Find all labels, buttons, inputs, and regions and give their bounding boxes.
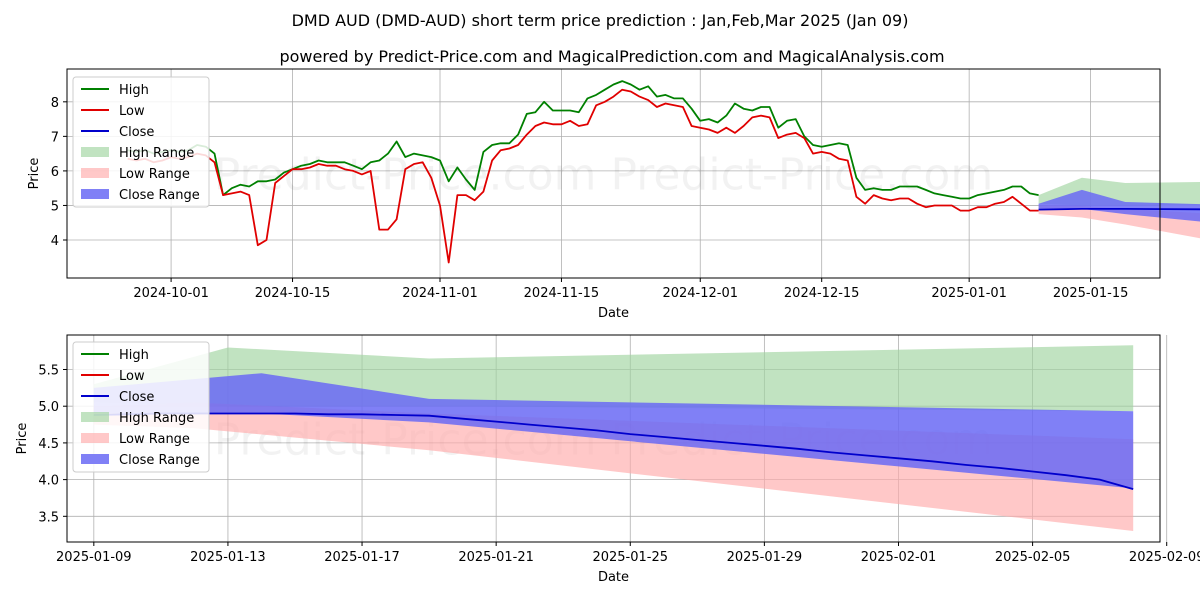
x-tick-label: 2025-01-25 [592,550,668,565]
y-tick-label: 5.5 [38,364,59,379]
legend-label: Close Range [119,188,200,203]
x-tick-label: 2024-11-01 [402,286,478,301]
top-panel: Predict-Price.com Predict-Price.com 2024-… [27,68,1200,321]
legend-label: Low Range [119,432,190,447]
bottom-panel: Predict-Price.com Predict-Price.com2025-… [15,334,1200,585]
y-tick-label: 8 [51,96,59,111]
x-tick-label: 2025-02-01 [861,550,937,565]
x-tick-label: 2025-01-17 [324,550,400,565]
legend-label: Low [119,104,145,119]
x-tick-label: 2024-11-15 [524,286,600,301]
legend-label: High Range [119,146,194,161]
legend-label: Low [119,369,145,384]
plot-frame [66,68,1161,279]
x-tick-label: 2024-12-01 [662,286,738,301]
legend-label: Close Range [119,453,200,468]
x-tick-label: 2025-01-09 [56,550,132,565]
y-tick-label: 4 [51,234,59,249]
legend-label: Low Range [119,167,190,182]
x-tick-label: 2025-01-21 [458,550,534,565]
y-axis-label: Price [15,423,30,455]
x-tick-label: 2024-10-01 [133,286,209,301]
y-tick-label: 5 [51,199,59,214]
series-high-line [127,80,1039,200]
x-tick-label: 2025-01-15 [1053,286,1129,301]
watermark: Predict-Price.com Predict-Price.com [214,150,993,201]
series-close-line [1038,207,1200,211]
legend-swatch-high-range [81,147,109,157]
y-tick-label: 6 [51,165,59,180]
legend-label: High [119,83,149,98]
x-tick-label: 2025-02-05 [995,550,1071,565]
x-tick-label: 2025-01-13 [190,550,266,565]
legend-label: High Range [119,411,194,426]
legend-swatch-close-range [81,454,109,464]
plot-frame [66,334,1161,543]
y-tick-label: 7 [51,130,59,145]
x-axis-label: Date [598,570,629,585]
legend-swatch-close-range [81,189,109,199]
legend-label: Close [119,390,154,405]
y-axis-label: Price [27,158,42,190]
chart-title: DMD AUD (DMD-AUD) short term price predi… [292,11,909,30]
series-close-line [93,412,1134,490]
legend-label: High [119,348,149,363]
y-tick-label: 3.5 [38,510,59,525]
legend-swatch-high-range [81,412,109,422]
x-axis-label: Date [598,306,629,321]
x-tick-label: 2024-12-15 [784,286,860,301]
chart-subtitle: powered by Predict-Price.com and Magical… [279,47,944,66]
x-tick-label: 2024-10-15 [255,286,331,301]
series-low-line [127,88,1039,264]
y-tick-label: 4.5 [38,437,59,452]
legend-swatch-low-range [81,168,109,178]
legend-label: Close [119,125,154,140]
x-tick-label: 2025-01-01 [931,286,1007,301]
y-tick-label: 5.0 [38,400,59,415]
range-close-range [93,373,1134,489]
legend-swatch-low-range [81,433,109,443]
x-tick-label: 2025-01-29 [727,550,803,565]
x-tick-label: 2025-02-09 [1129,550,1200,565]
y-tick-label: 4.0 [38,474,59,489]
